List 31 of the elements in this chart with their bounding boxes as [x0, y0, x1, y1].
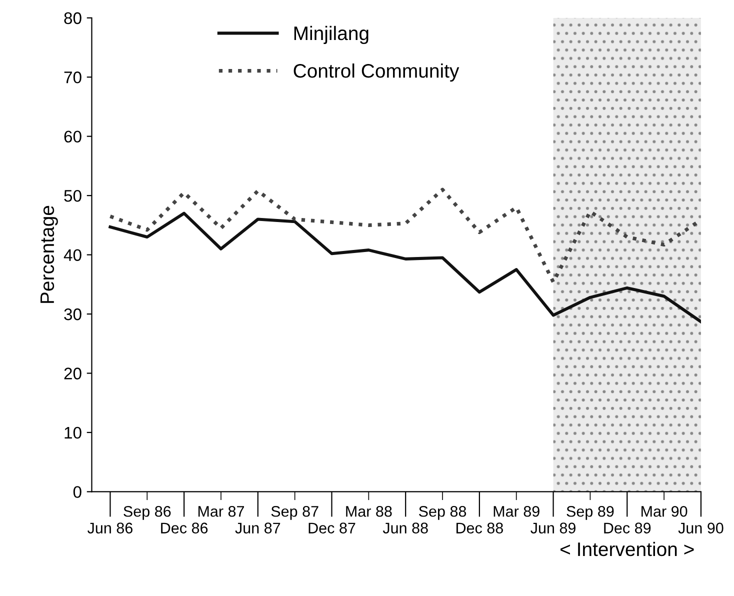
y-tick-label: 20	[64, 368, 82, 380]
y-tick-label: 40	[64, 249, 82, 261]
y-tick-label: 80	[64, 12, 82, 24]
x-tick-label: Jun 87	[235, 522, 280, 534]
x-tick-label: Mar 90	[642, 506, 688, 517]
y-tick-label: 10	[64, 426, 82, 439]
y-tick-label: 70	[64, 72, 82, 84]
x-tick-label: Jun 89	[530, 522, 576, 534]
line-series	[108, 212, 701, 324]
x-tick-label: Dec 86	[161, 522, 208, 534]
x-tick-label: Dec 88	[456, 522, 503, 534]
y-tick-label: 50	[64, 190, 82, 202]
y-tick-label: 30	[64, 308, 82, 320]
y-tick-label: 0	[73, 486, 82, 498]
y-tick-label: 60	[64, 130, 82, 143]
x-tick-label: Sep 88	[419, 506, 466, 520]
legend-label: Minjilang	[294, 26, 368, 44]
x-tick-label: Jun 90	[678, 522, 724, 534]
x-tick-label: Sep 86	[124, 506, 171, 520]
legend-label: Control Community	[294, 63, 460, 82]
x-tick-label: Sep 87	[271, 506, 318, 520]
x-tick-label: Sep 89	[566, 506, 614, 520]
band-label: < Intervention >	[560, 542, 694, 556]
x-tick-label: Mar 89	[494, 506, 540, 517]
x-tick-label: Mar 88	[346, 506, 392, 517]
x-tick-label: Dec 87	[308, 522, 356, 534]
x-tick-label: Jun 88	[382, 522, 428, 534]
x-tick-label: Mar 87	[198, 506, 244, 517]
x-tick-label: Dec 89	[604, 522, 651, 534]
y-axis-title: Percentage	[40, 206, 58, 303]
x-tick-label: Jun 86	[88, 522, 132, 534]
